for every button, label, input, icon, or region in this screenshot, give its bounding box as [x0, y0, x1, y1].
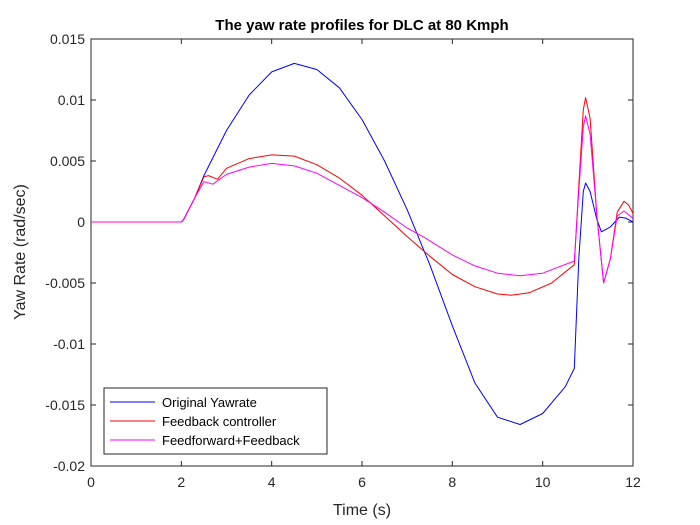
legend-label-3: Feedforward+Feedback	[162, 433, 300, 448]
x-tick-label: 8	[448, 474, 456, 490]
y-tick-label: 0.015	[50, 31, 85, 47]
y-tick-label: 0	[77, 214, 85, 230]
series-lines	[91, 62, 634, 425]
y-axis-label: Yaw Rate (rad/sec)	[12, 184, 29, 320]
x-tick-label: 12	[625, 474, 641, 490]
y-tick-label: -0.015	[45, 397, 85, 413]
y-tick-label: 0.005	[50, 153, 85, 169]
chart-title: The yaw rate profiles for DLC at 80 Kmph	[215, 17, 508, 34]
x-axis-label: Time (s)	[333, 502, 391, 519]
x-tick-label: 10	[535, 474, 551, 490]
legend-label-2: Feedback controller	[162, 414, 277, 429]
x-axis-ticks: 0 2 4 6 8 10 12	[87, 39, 641, 490]
x-tick-label: 4	[268, 474, 276, 490]
y-tick-label: -0.01	[53, 336, 85, 352]
x-tick-label: 2	[177, 474, 185, 490]
legend: Original Yawrate Feedback controller Feedf…	[103, 387, 328, 455]
series-line-3	[91, 115, 634, 284]
x-tick-label: 6	[358, 474, 366, 490]
series-line-1	[91, 62, 634, 425]
y-tick-label: 0.01	[58, 92, 85, 108]
legend-label-1: Original Yawrate	[162, 395, 257, 410]
y-tick-label: -0.02	[53, 458, 85, 474]
y-tick-label: -0.005	[45, 275, 85, 291]
x-tick-label: 0	[87, 474, 95, 490]
